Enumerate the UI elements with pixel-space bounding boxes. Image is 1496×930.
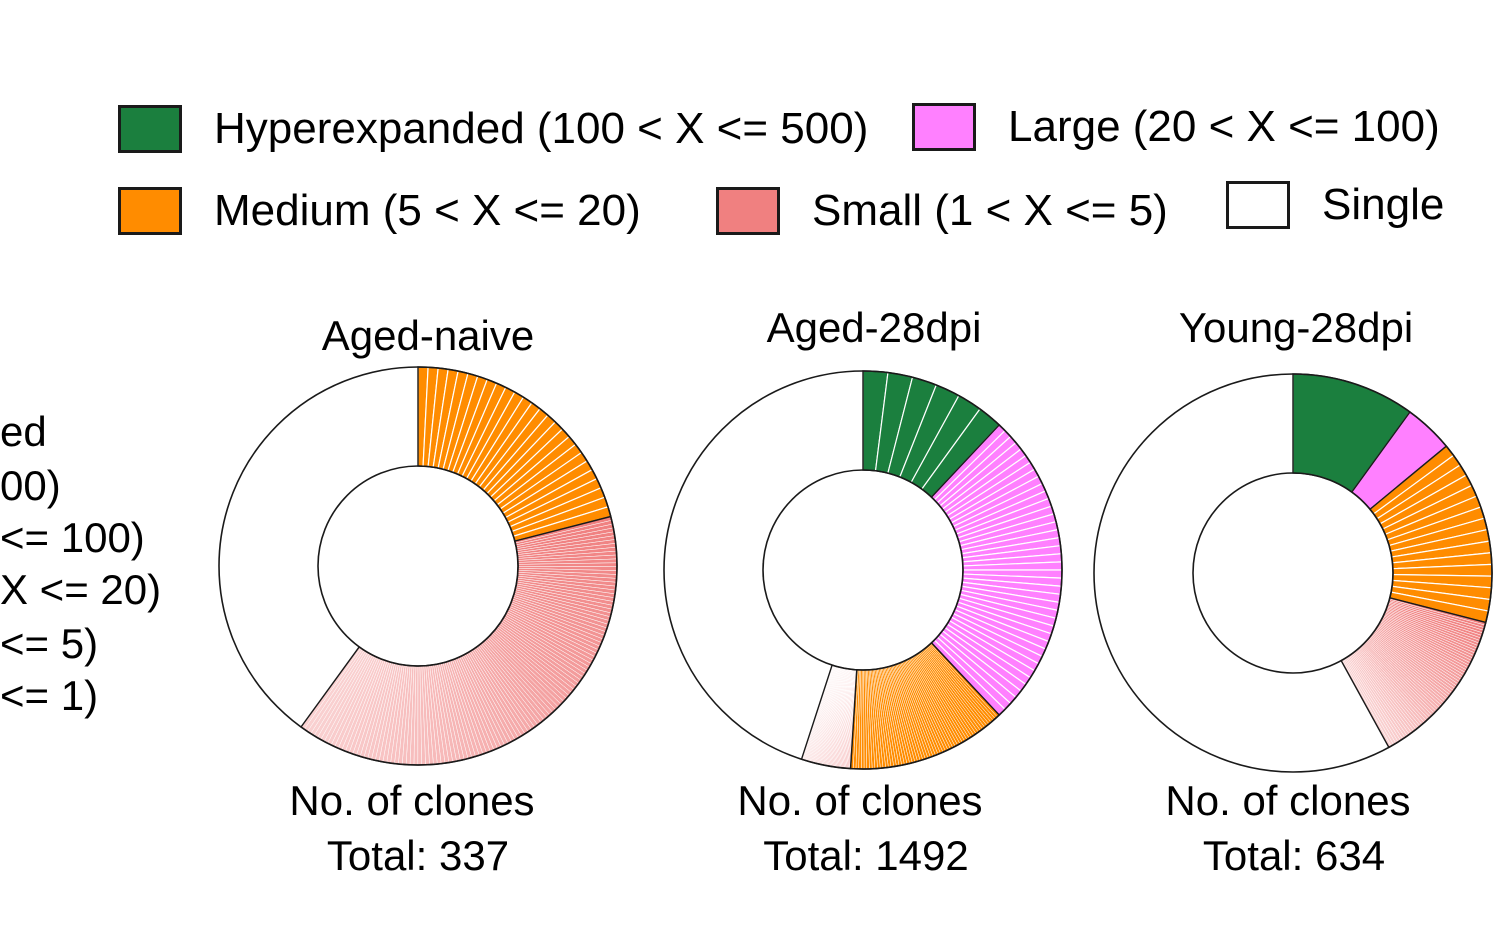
cutoff-legend-line: <= 1) — [0, 672, 99, 719]
cutoff-legend-line: 00) — [0, 462, 61, 509]
segment-hyperexpanded — [862, 370, 1001, 499]
caption-total: Total: 634 — [1203, 832, 1385, 879]
donut-young-28dpi — [1093, 373, 1493, 773]
cutoff-legend-line: <= 5) — [0, 620, 99, 667]
donut-aged-28dpi — [663, 370, 1063, 770]
donut-aged-naive — [218, 366, 618, 766]
legend-swatch-single — [1226, 181, 1290, 229]
panel-title: Aged-naive — [322, 312, 534, 359]
legend-swatch-hyperexpanded — [118, 105, 182, 153]
panel-aged-naive: Aged-naive No. of clones Total: 337 — [218, 312, 618, 879]
caption-line1: No. of clones — [1165, 777, 1410, 824]
panel-title: Young-28dpi — [1179, 304, 1413, 351]
legend-swatch-small — [716, 187, 780, 235]
legend-label-medium: Medium (5 < X <= 20) — [214, 186, 641, 235]
donut-inner-ring — [762, 469, 964, 671]
cutoff-legend-line: ed — [0, 408, 47, 455]
caption-total: Total: 1492 — [763, 832, 969, 879]
legend: Hyperexpanded (100 < X <= 500) Large (20… — [0, 0, 1496, 260]
caption-total: Total: 337 — [327, 832, 509, 879]
legend-item-small: Small (1 < X <= 5) — [716, 186, 1168, 236]
legend-swatch-large — [912, 103, 976, 151]
segment-small — [800, 664, 858, 770]
legend-label-hyperexpanded: Hyperexpanded (100 < X <= 500) — [214, 104, 869, 153]
segment-small — [1340, 597, 1487, 749]
legend-swatch-medium — [118, 187, 182, 235]
cutoff-legend-line: X <= 20) — [0, 566, 162, 613]
legend-item-medium: Medium (5 < X <= 20) — [118, 186, 641, 236]
legend-item-large: Large (20 < X <= 100) — [912, 102, 1440, 152]
caption-line1: No. of clones — [737, 777, 982, 824]
legend-label-single: Single — [1322, 180, 1445, 229]
panel-title: Aged-28dpi — [767, 304, 982, 351]
segment-medium — [849, 641, 1001, 770]
panel-aged-28dpi: Aged-28dpi No. of clones Total: 1492 — [663, 304, 1063, 879]
donut-outer-ring — [218, 366, 618, 766]
donut-inner-ring — [317, 465, 519, 667]
donut-outer-ring — [663, 370, 1063, 770]
legend-item-hyperexpanded: Hyperexpanded (100 < X <= 500) — [118, 104, 868, 154]
donut-outer-ring — [1093, 373, 1493, 773]
segment-small — [300, 515, 618, 766]
legend-label-large: Large (20 < X <= 100) — [1008, 102, 1440, 151]
donut-inner-ring — [1192, 472, 1394, 674]
legend-label-small: Small (1 < X <= 5) — [812, 186, 1168, 235]
panel-young-28dpi: Young-28dpi No. of clones Total: 634 — [1093, 304, 1493, 879]
caption-line1: No. of clones — [289, 777, 534, 824]
legend-item-single: Single — [1226, 180, 1444, 230]
cutoff-legend-line: <= 100) — [0, 514, 145, 561]
cutoff-legend: ed 00) <= 100) X <= 20) <= 5) <= 1) — [0, 408, 196, 728]
